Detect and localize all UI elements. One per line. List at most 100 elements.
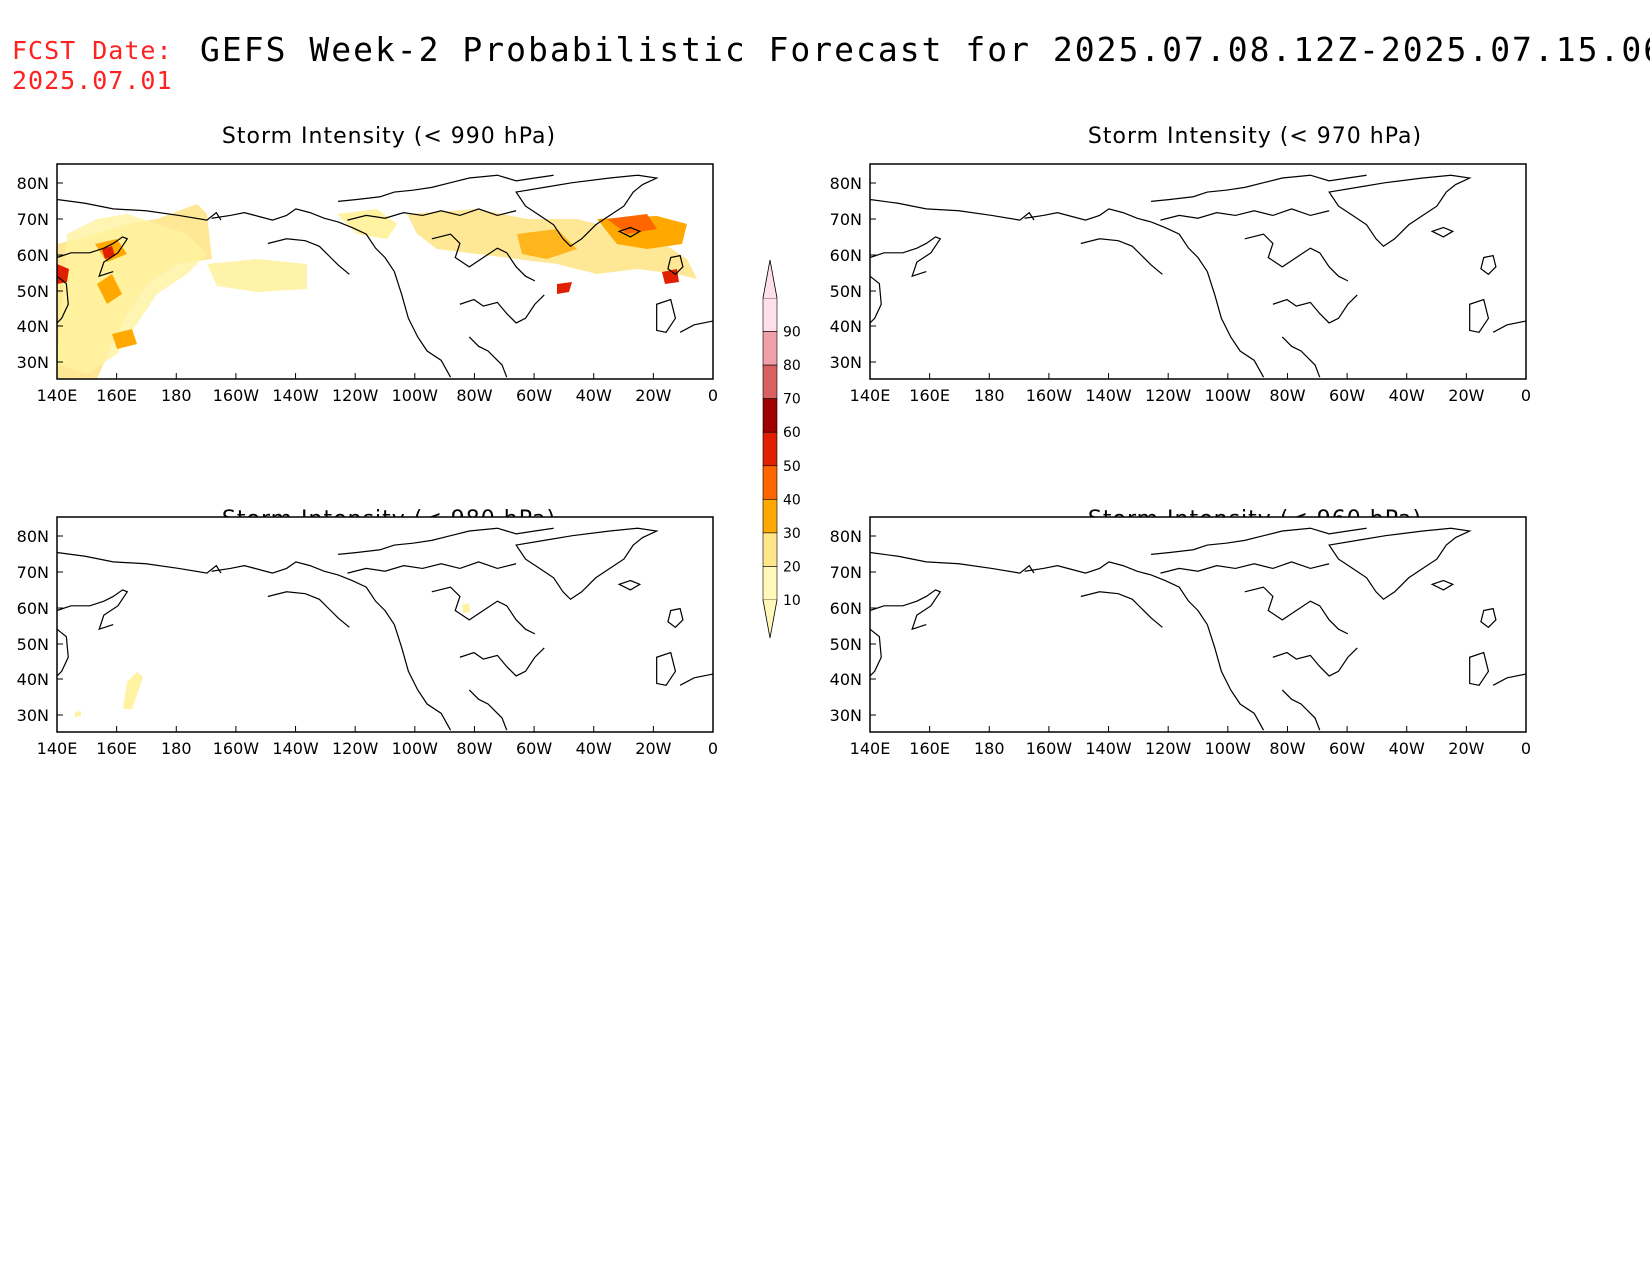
lat-tick-label: 80N: [830, 174, 862, 193]
lon-tick-label: 80W: [1269, 386, 1305, 405]
lon-tick-label: 120W: [1145, 739, 1192, 758]
lat-tick-label: 30N: [830, 353, 862, 372]
lon-tick-label: 160E: [96, 739, 137, 758]
lon-tick-label: 140W: [272, 739, 319, 758]
lon-tick-label: 120W: [332, 386, 379, 405]
map-panel-960: [869, 516, 1527, 733]
lat-tick-label: 40N: [830, 670, 862, 689]
colorbar-level-label: 60: [783, 425, 801, 441]
fcst-date-value: 2025.07.01: [12, 66, 173, 95]
lat-tick-label: 40N: [830, 317, 862, 336]
colorbar-level-label: 50: [783, 459, 801, 475]
colorbar-level-label: 40: [783, 492, 801, 508]
lon-tick-label: 120W: [332, 739, 379, 758]
lon-tick-label: 20W: [635, 739, 671, 758]
colorbar-level-label: 90: [783, 325, 801, 341]
colorbar-level-label: 80: [783, 358, 801, 374]
fcst-date-block: FCST Date: 2025.07.01: [12, 36, 173, 96]
probability-shading-980: [75, 603, 470, 717]
lon-tick-label: 100W: [1205, 739, 1252, 758]
lon-tick-label: 160E: [909, 386, 950, 405]
lon-tick-label: 20W: [635, 386, 671, 405]
lon-tick-label: 180: [974, 386, 1005, 405]
lon-tick-label: 160E: [909, 739, 950, 758]
lon-tick-label: 60W: [1329, 739, 1365, 758]
lon-tick-label: 20W: [1448, 386, 1484, 405]
probability-shading-990: [57, 204, 697, 379]
colorbar-swatch: [762, 331, 778, 366]
lat-tick-label: 40N: [17, 317, 49, 336]
lon-tick-label: 140W: [1085, 739, 1132, 758]
lon-tick-label: 100W: [392, 386, 439, 405]
fcst-date-label: FCST Date:: [12, 36, 173, 65]
colorbar-swatch: [762, 431, 778, 467]
lon-tick-label: 100W: [392, 739, 439, 758]
lat-tick-label: 80N: [17, 174, 49, 193]
colorbar-swatch: [762, 398, 778, 433]
lat-tick-label: 60N: [17, 246, 49, 265]
lon-tick-label: 0: [1521, 386, 1531, 405]
lon-tick-label: 40W: [576, 386, 612, 405]
colorbar-level-label: 30: [783, 526, 801, 542]
colorbar-swatch: [762, 465, 778, 500]
lon-tick-label: 60W: [516, 739, 552, 758]
lon-tick-label: 180: [974, 739, 1005, 758]
lat-tick-label: 60N: [17, 599, 49, 618]
lat-tick-label: 70N: [830, 210, 862, 229]
lat-tick-label: 50N: [17, 635, 49, 654]
lon-tick-label: 140W: [272, 386, 319, 405]
colorbar-swatch: [762, 566, 778, 601]
lon-tick-label: 40W: [576, 739, 612, 758]
lon-tick-label: 60W: [1329, 386, 1365, 405]
map-panel-970: [869, 163, 1527, 380]
lat-tick-label: 60N: [830, 599, 862, 618]
panel-title-990: Storm Intensity (< 990 hPa): [221, 124, 557, 149]
axis-tick-labels: 140E 160E 180 160W 140W 120W 100W 80W 60W 40W 20W 0…: [17, 174, 1531, 758]
lat-tick-label: 30N: [17, 706, 49, 725]
colorbar-level-label: 70: [783, 392, 801, 408]
colorbar-level-label: 20: [783, 559, 801, 575]
lon-tick-label: 20W: [1448, 739, 1484, 758]
panel-title-970: Storm Intensity (< 970 hPa): [1087, 124, 1423, 149]
lat-tick-label: 70N: [830, 563, 862, 582]
lon-tick-label: 160W: [213, 386, 260, 405]
lat-tick-label: 30N: [17, 353, 49, 372]
page-title: GEFS Week-2 Probabilistic Forecast for 2…: [200, 30, 1650, 69]
colorbar-swatch: [762, 532, 778, 567]
lon-tick-label: 80W: [456, 739, 492, 758]
lon-tick-label: 40W: [1389, 386, 1425, 405]
lat-tick-label: 70N: [17, 563, 49, 582]
lon-tick-label: 0: [708, 386, 718, 405]
lon-tick-label: 40W: [1389, 739, 1425, 758]
lat-tick-label: 60N: [830, 246, 862, 265]
lon-tick-label: 120W: [1145, 386, 1192, 405]
lon-tick-label: 140E: [37, 386, 78, 405]
lon-tick-label: 80W: [456, 386, 492, 405]
lon-tick-label: 140E: [850, 386, 891, 405]
lon-tick-label: 100W: [1205, 386, 1252, 405]
colorbar-swatch: [762, 364, 778, 399]
lat-tick-label: 80N: [830, 527, 862, 546]
map-panel-980: [56, 516, 714, 733]
lon-tick-label: 180: [161, 739, 192, 758]
lat-tick-label: 50N: [830, 635, 862, 654]
colorbar: 90 80 70 60 50 40 30 20 10: [762, 259, 801, 639]
lon-tick-label: 140E: [850, 739, 891, 758]
lon-tick-label: 180: [161, 386, 192, 405]
lat-tick-label: 80N: [17, 527, 49, 546]
lon-tick-label: 160W: [1026, 386, 1073, 405]
lat-tick-label: 50N: [17, 282, 49, 301]
lat-tick-label: 50N: [830, 282, 862, 301]
lon-tick-label: 0: [1521, 739, 1531, 758]
lat-tick-label: 70N: [17, 210, 49, 229]
lon-tick-label: 160E: [96, 386, 137, 405]
lon-tick-label: 60W: [516, 386, 552, 405]
map-panel-990: [56, 163, 714, 380]
lon-tick-label: 140W: [1085, 386, 1132, 405]
lon-tick-label: 140E: [37, 739, 78, 758]
colorbar-swatch: [762, 499, 778, 534]
lat-tick-label: 40N: [17, 670, 49, 689]
lon-tick-label: 160W: [213, 739, 260, 758]
lon-tick-label: 160W: [1026, 739, 1073, 758]
